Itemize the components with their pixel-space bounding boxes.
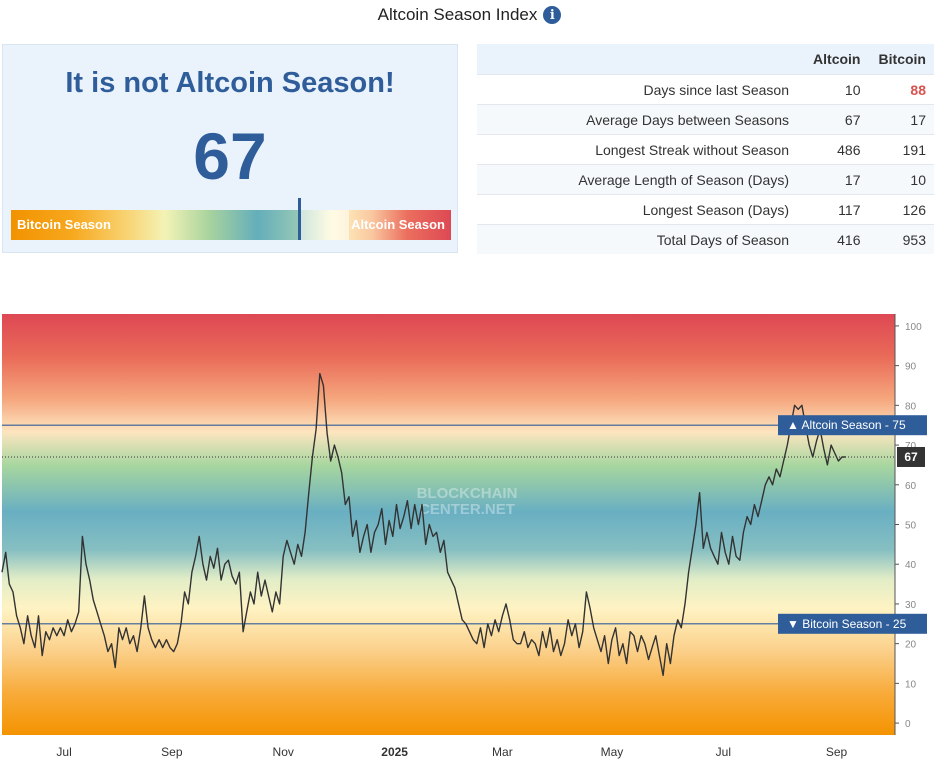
page-title-row: Altcoin Season Index i: [0, 3, 939, 27]
stats-bitcoin-value: 191: [868, 134, 934, 165]
stats-metric-label: Days since last Season: [477, 74, 803, 105]
season-stats-table: Altcoin Bitcoin Days since last Season 10…: [477, 44, 934, 254]
gauge-value-marker: [298, 198, 301, 240]
stats-bitcoin-value: 17: [868, 104, 934, 135]
y-tick-label: 70: [905, 441, 917, 452]
stats-row: Average Length of Season (Days) 17 10: [477, 164, 934, 195]
y-tick-label: 100: [905, 322, 922, 333]
series-line-altcoin-season-index: [1, 372, 846, 677]
y-axis: 0 10 20 30 40 50 60 70 80 90 100: [894, 314, 922, 735]
y-tick-label: 0: [905, 719, 911, 730]
stats-altcoin-value: 17: [803, 164, 869, 195]
stats-metric-label: Average Days between Seasons: [477, 104, 803, 135]
season-gauge-bar: Bitcoin Season Altcoin Season: [11, 198, 451, 240]
stats-bitcoin-value: 10: [868, 164, 934, 195]
y-tick-label: 20: [905, 640, 917, 651]
stats-altcoin-value: 10: [803, 74, 869, 105]
y-tick-label: 10: [905, 679, 917, 690]
x-tick-label: Jul: [56, 745, 71, 759]
stats-metric-label: Longest Season (Days): [477, 194, 803, 225]
gauge-label-altcoin-season: Altcoin Season: [351, 217, 445, 232]
reference-line-label: ▲ Altcoin Season - 75: [787, 418, 906, 432]
stats-bitcoin-value: 88: [868, 74, 934, 105]
gauge-label-bitcoin-season: Bitcoin Season: [17, 217, 111, 232]
x-axis: Jul Sep Nov 2025 Mar May Jul Sep: [56, 745, 847, 759]
info-icon[interactable]: i: [543, 6, 562, 24]
stats-altcoin-value: 486: [803, 134, 869, 165]
y-tick-label: 80: [905, 401, 917, 412]
stats-row: Longest Season (Days) 117 126: [477, 194, 934, 225]
stats-altcoin-value: 117: [803, 194, 869, 225]
stats-metric-label: Longest Streak without Season: [477, 134, 803, 165]
stats-metric-label: Total Days of Season: [477, 224, 803, 254]
y-tick-label: 90: [905, 362, 917, 373]
page-title: Altcoin Season Index: [377, 5, 538, 24]
reference-line-label: ▼ Bitcoin Season - 25: [787, 617, 907, 631]
stats-bitcoin-value: 953: [868, 224, 934, 254]
stats-header-bitcoin: Bitcoin: [868, 44, 934, 75]
stats-metric-label: Average Length of Season (Days): [477, 164, 803, 195]
x-tick-label: Sep: [161, 745, 183, 759]
stats-row: Average Days between Seasons 67 17: [477, 104, 934, 135]
y-tick-label: 30: [905, 600, 917, 611]
stats-row: Longest Streak without Season 486 191: [477, 134, 934, 165]
season-index-chart: BLOCKCHAIN CENTER.NET 0 10 20 30 40 50 60 70 80 9…: [1, 314, 927, 759]
chart-background: [2, 314, 895, 735]
y-tick-label: 40: [905, 560, 917, 571]
y-tick-label: 60: [905, 481, 917, 492]
x-tick-label: 2025: [381, 745, 408, 759]
y-tick-label: 50: [905, 521, 917, 532]
stats-header-altcoin: Altcoin: [803, 44, 869, 75]
chart-watermark: BLOCKCHAIN CENTER.NET: [417, 485, 518, 518]
season-status-panel: It is not Altcoin Season! 67 Bitcoin Sea…: [2, 44, 458, 253]
chart-value-tags: ▲ Altcoin Season - 75 ▼ Bitcoin Season - …: [778, 415, 927, 634]
stats-header-row: Altcoin Bitcoin: [477, 44, 934, 75]
stats-table-body: Days since last Season 10 88 Average Days b…: [477, 74, 934, 254]
x-tick-label: Nov: [273, 745, 294, 759]
x-tick-label: Jul: [716, 745, 731, 759]
reference-line-tag: [778, 613, 927, 634]
season-status-headline: It is not Altcoin Season!: [65, 67, 395, 99]
season-index-value: 67: [193, 119, 267, 193]
reference-line-tag: [778, 415, 927, 436]
stats-row: Total Days of Season 416 953: [477, 224, 934, 254]
x-tick-label: Mar: [492, 745, 513, 759]
stats-altcoin-value: 416: [803, 224, 869, 254]
stats-header-metric: [477, 44, 803, 75]
stats-altcoin-value: 67: [803, 104, 869, 135]
x-tick-label: Sep: [826, 745, 848, 759]
stats-row: Days since last Season 10 88: [477, 74, 934, 105]
current-value-label: 67: [904, 450, 918, 464]
watermark-line-2: CENTER.NET: [419, 501, 515, 518]
x-tick-label: May: [601, 745, 624, 759]
watermark-line-1: BLOCKCHAIN: [417, 485, 518, 502]
reference-lines: [2, 424, 895, 625]
gauge-faded-range: [301, 210, 349, 240]
stats-bitcoin-value: 126: [868, 194, 934, 225]
current-value-tag: [897, 446, 925, 467]
